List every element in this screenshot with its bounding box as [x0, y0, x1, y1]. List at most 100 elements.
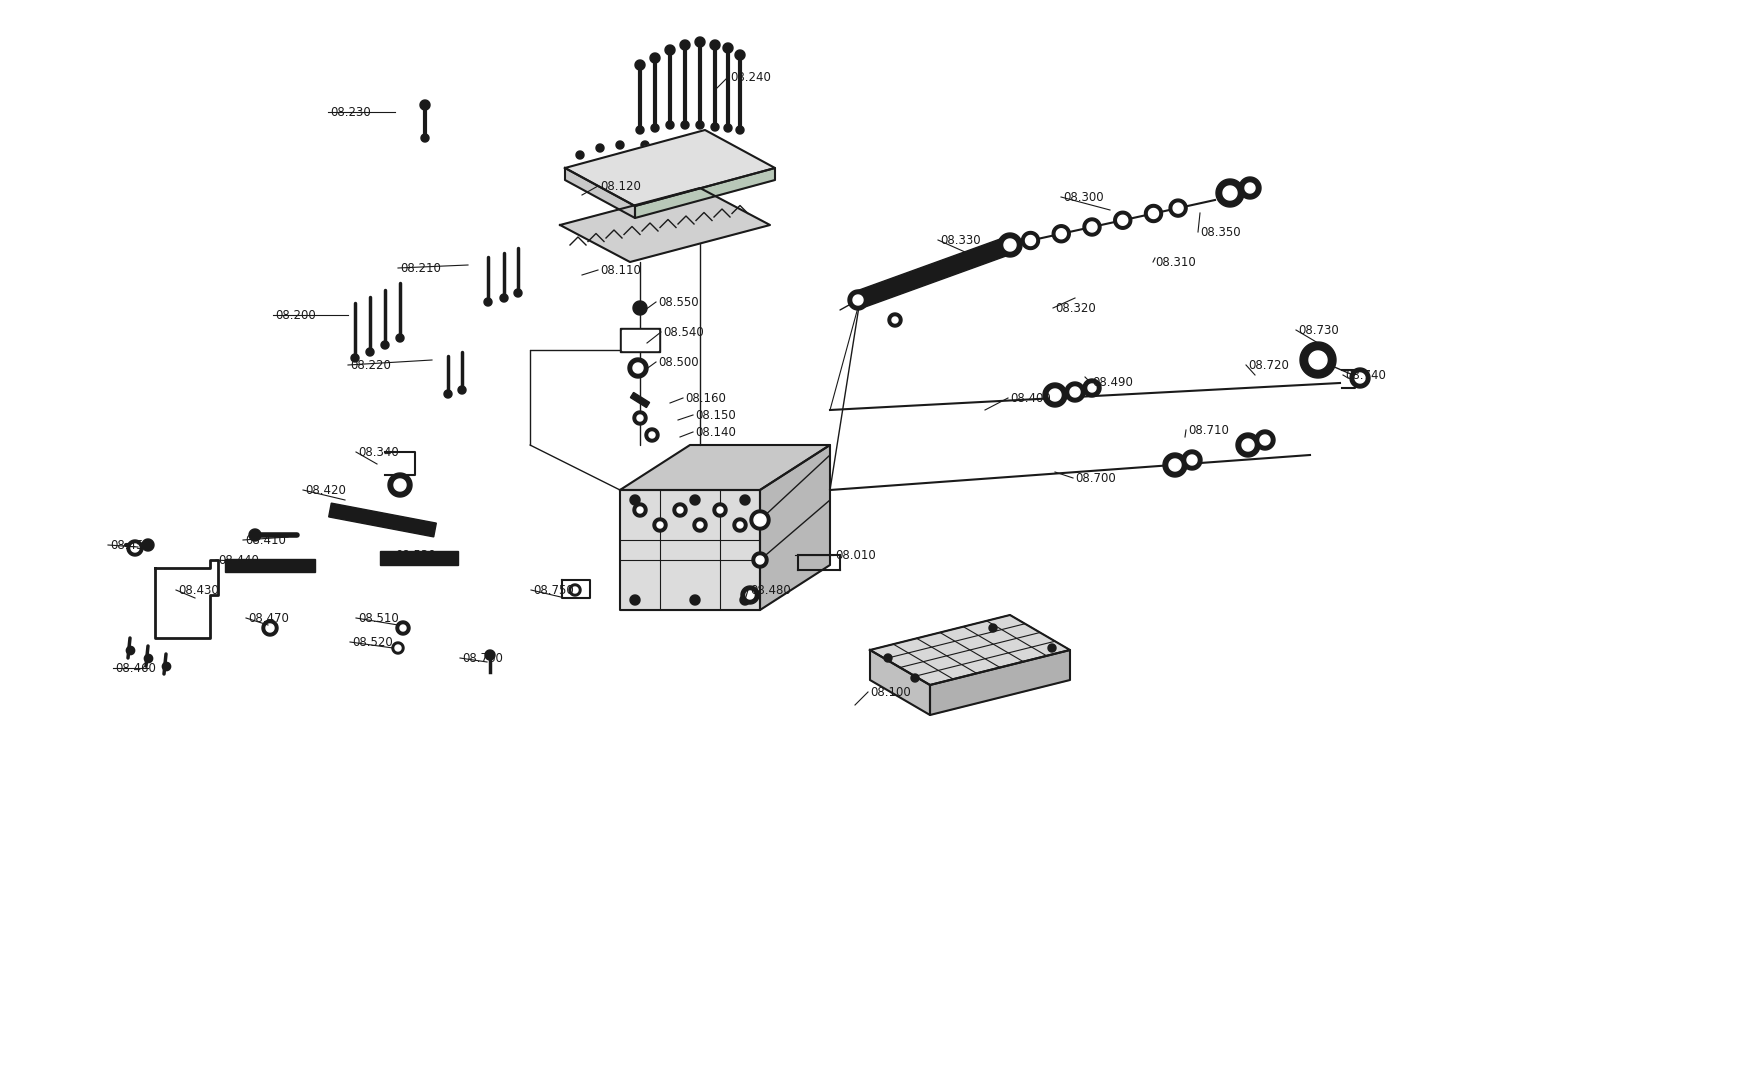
- Polygon shape: [690, 495, 699, 505]
- Polygon shape: [673, 503, 687, 517]
- Text: 08.310: 08.310: [1155, 256, 1195, 269]
- Polygon shape: [266, 624, 273, 632]
- Text: 08.240: 08.240: [730, 71, 770, 83]
- Polygon shape: [596, 144, 603, 152]
- Polygon shape: [576, 151, 584, 159]
- Polygon shape: [1116, 215, 1127, 226]
- Text: 08.740: 08.740: [1344, 368, 1384, 382]
- Text: 08.450: 08.450: [110, 538, 151, 551]
- Polygon shape: [723, 124, 732, 132]
- Polygon shape: [887, 314, 901, 327]
- Polygon shape: [1355, 373, 1363, 383]
- Text: 08.160: 08.160: [685, 392, 725, 404]
- Polygon shape: [130, 544, 139, 552]
- Polygon shape: [457, 386, 466, 394]
- Polygon shape: [143, 539, 155, 551]
- Text: 08.710: 08.710: [1188, 424, 1228, 437]
- Polygon shape: [1308, 351, 1327, 369]
- Text: 08.520: 08.520: [351, 636, 393, 648]
- Polygon shape: [676, 174, 683, 182]
- Polygon shape: [630, 495, 640, 505]
- Text: 08.150: 08.150: [694, 409, 736, 422]
- Text: 08.530: 08.530: [395, 549, 435, 562]
- Polygon shape: [351, 354, 358, 362]
- Polygon shape: [1056, 229, 1066, 239]
- Polygon shape: [621, 330, 657, 350]
- Polygon shape: [633, 503, 647, 517]
- Polygon shape: [379, 551, 457, 565]
- Text: 08.230: 08.230: [330, 106, 370, 119]
- Text: 08.210: 08.210: [400, 261, 440, 275]
- Polygon shape: [854, 236, 1012, 308]
- Text: 08.480: 08.480: [750, 583, 790, 596]
- Polygon shape: [652, 518, 666, 532]
- Polygon shape: [619, 445, 830, 490]
- Polygon shape: [988, 624, 996, 632]
- Text: 08.410: 08.410: [245, 534, 285, 547]
- Polygon shape: [1254, 430, 1275, 450]
- Polygon shape: [1047, 644, 1056, 652]
- Polygon shape: [1186, 455, 1196, 465]
- Polygon shape: [565, 168, 635, 218]
- Polygon shape: [680, 40, 690, 50]
- Polygon shape: [657, 522, 663, 528]
- Text: 08.200: 08.200: [275, 308, 315, 321]
- Polygon shape: [723, 43, 732, 54]
- Polygon shape: [911, 674, 918, 682]
- Polygon shape: [659, 164, 666, 172]
- Text: 08.420: 08.420: [304, 484, 346, 496]
- Text: 08.720: 08.720: [1247, 358, 1289, 371]
- Polygon shape: [560, 188, 770, 262]
- Polygon shape: [636, 126, 643, 134]
- Text: 08.300: 08.300: [1063, 190, 1103, 203]
- Text: 08.320: 08.320: [1054, 302, 1096, 315]
- Polygon shape: [263, 620, 278, 636]
- Polygon shape: [645, 428, 659, 442]
- Polygon shape: [1169, 199, 1186, 217]
- Polygon shape: [1024, 235, 1035, 245]
- Polygon shape: [750, 510, 770, 530]
- Polygon shape: [630, 393, 649, 408]
- Text: 08.430: 08.430: [177, 583, 219, 596]
- Polygon shape: [1113, 211, 1130, 229]
- Polygon shape: [737, 522, 743, 528]
- Polygon shape: [649, 432, 654, 438]
- Polygon shape: [396, 621, 410, 635]
- Polygon shape: [610, 164, 619, 172]
- Polygon shape: [746, 591, 753, 599]
- Polygon shape: [1259, 435, 1269, 445]
- Text: 08.490: 08.490: [1092, 376, 1132, 388]
- Polygon shape: [1238, 177, 1261, 199]
- Polygon shape: [640, 141, 649, 149]
- Polygon shape: [998, 233, 1021, 257]
- Text: 08.540: 08.540: [663, 325, 703, 338]
- Polygon shape: [1082, 218, 1101, 236]
- Polygon shape: [485, 649, 494, 660]
- Polygon shape: [696, 121, 704, 129]
- Text: 08.110: 08.110: [600, 263, 640, 276]
- Polygon shape: [676, 507, 683, 513]
- Polygon shape: [692, 518, 706, 532]
- Polygon shape: [734, 50, 744, 60]
- Polygon shape: [635, 60, 645, 70]
- Polygon shape: [565, 129, 774, 207]
- Polygon shape: [400, 625, 405, 631]
- Polygon shape: [739, 495, 750, 505]
- Polygon shape: [1087, 221, 1096, 232]
- Polygon shape: [396, 334, 403, 342]
- Polygon shape: [732, 518, 746, 532]
- Polygon shape: [1216, 179, 1243, 207]
- Polygon shape: [1064, 382, 1085, 402]
- Text: 08.340: 08.340: [358, 445, 398, 459]
- Polygon shape: [650, 54, 659, 63]
- Polygon shape: [1003, 239, 1016, 251]
- Polygon shape: [760, 445, 830, 610]
- Text: 08.460: 08.460: [115, 661, 157, 674]
- Polygon shape: [711, 123, 718, 131]
- Polygon shape: [847, 290, 868, 310]
- Text: 08.750: 08.750: [532, 583, 574, 596]
- Polygon shape: [633, 301, 647, 315]
- Polygon shape: [1311, 354, 1323, 366]
- Polygon shape: [1242, 439, 1254, 450]
- Polygon shape: [419, 100, 430, 110]
